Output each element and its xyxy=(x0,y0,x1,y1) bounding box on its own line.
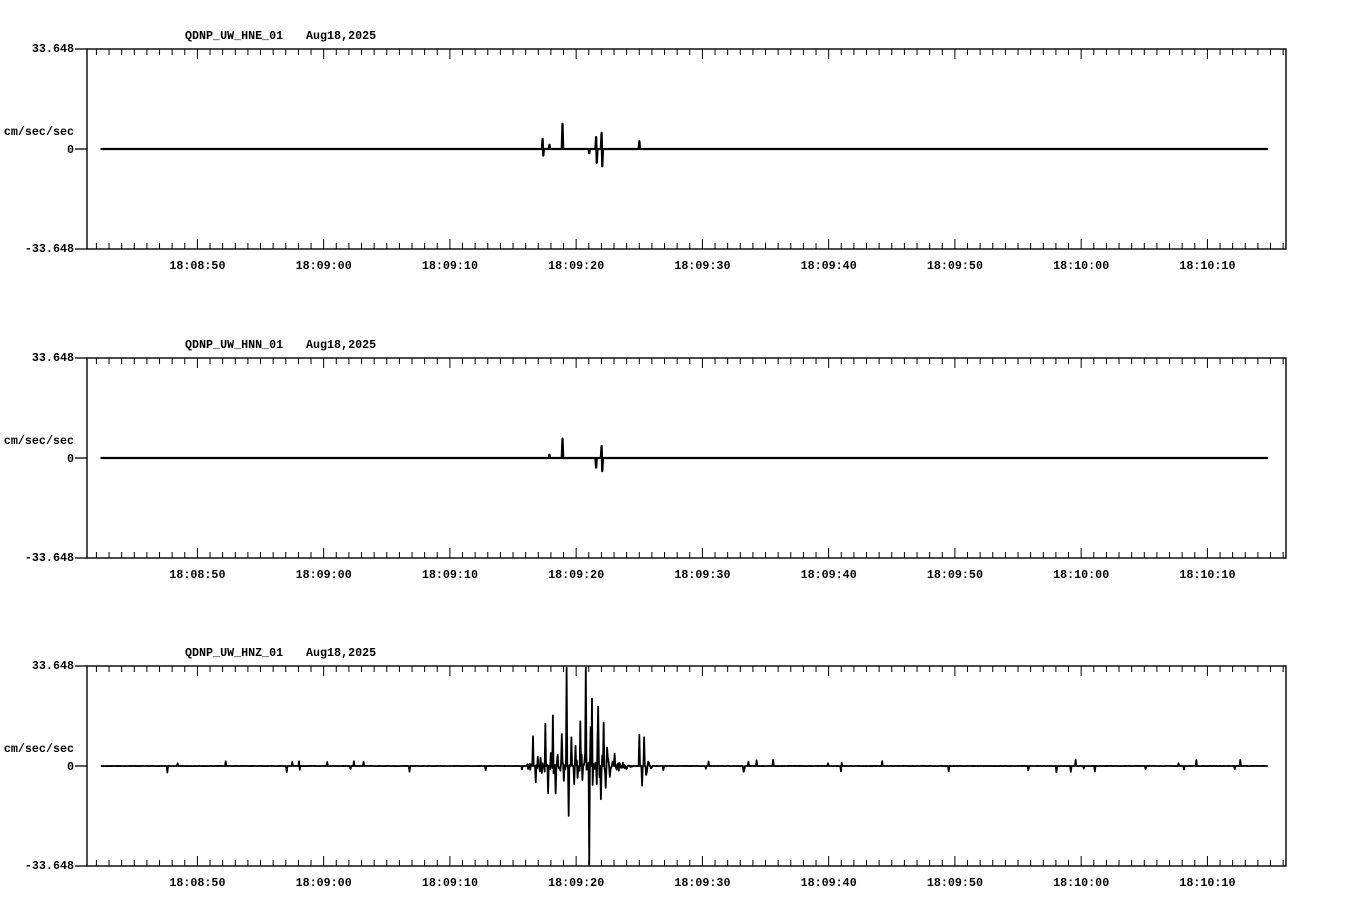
svg-text:18:10:10: 18:10:10 xyxy=(1179,259,1235,273)
svg-text:18:09:10: 18:09:10 xyxy=(422,259,478,273)
svg-text:18:09:10: 18:09:10 xyxy=(422,568,478,582)
svg-text:QDNP_UW_HNZ_01: QDNP_UW_HNZ_01 xyxy=(185,646,283,660)
svg-text:18:08:50: 18:08:50 xyxy=(169,876,225,890)
svg-text:18:10:10: 18:10:10 xyxy=(1179,876,1235,890)
svg-text:18:09:40: 18:09:40 xyxy=(801,259,857,273)
svg-text:18:09:10: 18:09:10 xyxy=(422,876,478,890)
svg-text:-33.648: -33.648 xyxy=(25,859,74,873)
svg-text:18:10:00: 18:10:00 xyxy=(1053,568,1109,582)
svg-text:18:09:50: 18:09:50 xyxy=(927,568,983,582)
svg-text:18:09:30: 18:09:30 xyxy=(674,568,730,582)
svg-text:Aug18,2025: Aug18,2025 xyxy=(306,646,376,660)
svg-text:18:09:30: 18:09:30 xyxy=(674,259,730,273)
svg-text:cm/sec/sec: cm/sec/sec xyxy=(4,434,74,448)
svg-text:18:09:50: 18:09:50 xyxy=(927,259,983,273)
svg-text:18:09:20: 18:09:20 xyxy=(548,259,604,273)
svg-text:18:10:00: 18:10:00 xyxy=(1053,259,1109,273)
svg-text:-33.648: -33.648 xyxy=(25,551,74,565)
svg-text:0: 0 xyxy=(67,143,74,157)
svg-text:cm/sec/sec: cm/sec/sec xyxy=(4,125,74,139)
svg-text:18:09:50: 18:09:50 xyxy=(927,876,983,890)
svg-text:Aug18,2025: Aug18,2025 xyxy=(306,338,376,352)
svg-text:18:09:00: 18:09:00 xyxy=(296,259,352,273)
svg-text:33.648: 33.648 xyxy=(32,659,74,673)
svg-text:18:09:20: 18:09:20 xyxy=(548,876,604,890)
svg-text:18:09:00: 18:09:00 xyxy=(296,876,352,890)
svg-text:33.648: 33.648 xyxy=(32,351,74,365)
svg-text:18:10:10: 18:10:10 xyxy=(1179,568,1235,582)
svg-text:18:08:50: 18:08:50 xyxy=(169,259,225,273)
svg-text:18:10:00: 18:10:00 xyxy=(1053,876,1109,890)
svg-text:18:09:20: 18:09:20 xyxy=(548,568,604,582)
svg-text:-33.648: -33.648 xyxy=(25,242,74,256)
svg-text:QDNP_UW_HNE_01: QDNP_UW_HNE_01 xyxy=(185,29,283,43)
svg-text:18:08:50: 18:08:50 xyxy=(169,568,225,582)
svg-text:Aug18,2025: Aug18,2025 xyxy=(306,29,376,43)
svg-text:18:09:00: 18:09:00 xyxy=(296,568,352,582)
svg-text:18:09:40: 18:09:40 xyxy=(801,568,857,582)
svg-text:cm/sec/sec: cm/sec/sec xyxy=(4,742,74,756)
svg-text:0: 0 xyxy=(67,452,74,466)
svg-text:33.648: 33.648 xyxy=(32,42,74,56)
svg-text:18:09:40: 18:09:40 xyxy=(801,876,857,890)
svg-text:18:09:30: 18:09:30 xyxy=(674,876,730,890)
svg-text:0: 0 xyxy=(67,760,74,774)
svg-text:QDNP_UW_HNN_01: QDNP_UW_HNN_01 xyxy=(185,338,283,352)
